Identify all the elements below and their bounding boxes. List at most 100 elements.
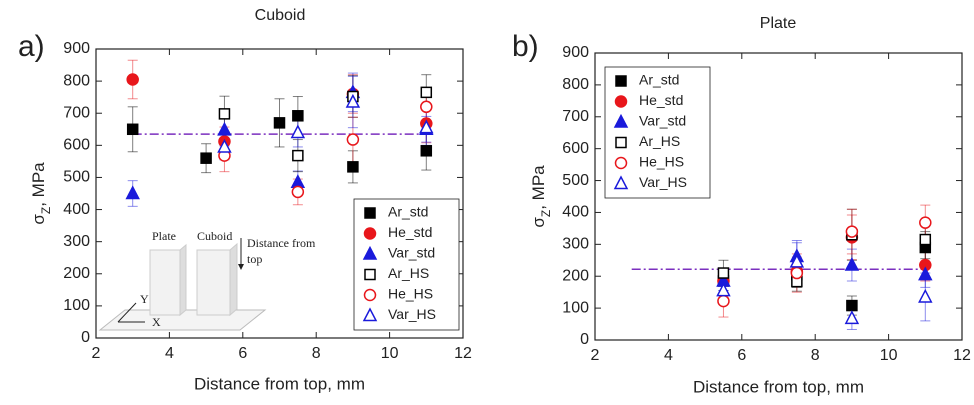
y-tick-label: 300 — [63, 233, 90, 250]
y-axis-label-part: , MPa — [529, 165, 548, 210]
legend-label: Var_std — [388, 245, 435, 261]
y-tick-label: 400 — [562, 204, 589, 221]
marker — [919, 216, 932, 229]
x-tick-label: 10 — [880, 347, 898, 364]
inset-block — [229, 242, 238, 317]
marker — [200, 152, 212, 164]
y-tick-label: 200 — [63, 265, 90, 282]
marker — [845, 225, 859, 238]
x-tick-label: 4 — [165, 345, 174, 362]
y-tick-label: 700 — [562, 108, 589, 125]
x-tick-label: 10 — [381, 345, 399, 362]
marker — [846, 299, 858, 312]
plot-frame — [95, 48, 464, 339]
marker — [613, 175, 629, 190]
x-tick-label: 2 — [92, 345, 101, 362]
x-tick-label: 8 — [811, 347, 820, 364]
y-tick-label: 500 — [562, 172, 589, 189]
x-tick-label: 6 — [737, 347, 746, 364]
y-tick-label: 100 — [562, 299, 589, 316]
marker — [126, 123, 139, 136]
marker — [347, 161, 359, 173]
y-axis-label-part: , MPa — [29, 162, 48, 207]
marker — [217, 121, 232, 136]
legend-label: Ar_HS — [388, 265, 429, 281]
marker — [291, 185, 305, 199]
marker — [126, 73, 139, 86]
y-axis-label-part: σ — [29, 214, 48, 225]
y-axis-label-part: Z — [39, 207, 53, 214]
marker — [363, 288, 377, 302]
y-axis-label: σZ, MPa — [29, 162, 53, 225]
x-tick-label: 6 — [238, 345, 247, 362]
marker — [615, 136, 627, 149]
marker — [919, 233, 932, 246]
marker — [615, 75, 627, 87]
marker — [613, 113, 629, 128]
marker — [790, 266, 804, 280]
y-tick-label: 500 — [63, 169, 90, 186]
marker — [918, 288, 933, 303]
marker — [362, 245, 378, 260]
inset-label: Plate — [152, 229, 176, 243]
marker — [844, 310, 860, 325]
y-tick-label: 0 — [580, 331, 589, 348]
marker — [717, 294, 730, 308]
x-axis-label: Distance from top, mm — [693, 377, 864, 396]
marker — [290, 124, 306, 139]
legend-label: Ar_std — [639, 72, 679, 88]
y-tick-label: 400 — [63, 201, 90, 218]
marker — [363, 227, 377, 240]
marker — [717, 267, 730, 279]
marker — [420, 145, 433, 157]
marker — [125, 185, 140, 200]
chart-title: Plate — [760, 15, 797, 32]
panel-label: b) — [512, 30, 539, 63]
marker — [218, 108, 231, 120]
legend-label: Var_std — [639, 113, 686, 129]
inset-label: Cuboid — [197, 229, 232, 243]
y-axis-label-part: σ — [529, 217, 548, 228]
legend-label: He_HS — [388, 286, 433, 302]
x-tick-label: 2 — [591, 347, 600, 364]
y-tick-label: 200 — [562, 267, 589, 284]
y-tick-label: 600 — [63, 137, 90, 154]
marker — [614, 156, 628, 170]
marker — [716, 282, 731, 297]
legend-label: He_HS — [639, 154, 684, 170]
y-tick-label: 900 — [63, 40, 90, 57]
marker — [844, 256, 860, 271]
legend-label: Var_HS — [639, 174, 687, 190]
inset-label: Y — [140, 292, 149, 306]
y-axis-label-part: Z — [539, 210, 553, 217]
x-tick-label: 8 — [312, 345, 321, 362]
legend-box — [604, 66, 711, 199]
inset-axis — [117, 302, 137, 323]
inset-note: Distance from — [247, 236, 316, 250]
plot-frame — [594, 52, 963, 341]
y-axis-label: σZ, MPa — [529, 165, 553, 228]
marker — [292, 110, 304, 122]
y-tick-label: 100 — [63, 297, 90, 314]
y-tick-label: 0 — [81, 329, 90, 346]
marker — [273, 117, 286, 129]
x-tick-label: 4 — [664, 347, 673, 364]
marker — [789, 253, 805, 268]
marker — [918, 266, 933, 281]
marker — [420, 100, 433, 114]
inset-block — [179, 243, 187, 317]
marker — [292, 149, 304, 162]
inset-block — [149, 249, 181, 316]
marker — [614, 95, 628, 108]
panel-label: a) — [18, 30, 45, 63]
inset-label: X — [152, 315, 161, 329]
y-tick-label: 600 — [562, 140, 589, 157]
y-tick-label: 800 — [63, 72, 90, 89]
legend-label: Var_HS — [388, 306, 436, 322]
marker — [419, 119, 434, 134]
legend-box — [353, 198, 460, 331]
marker — [345, 93, 361, 108]
legend-label: He_std — [639, 92, 683, 108]
legend-label: Ar_HS — [639, 133, 680, 149]
